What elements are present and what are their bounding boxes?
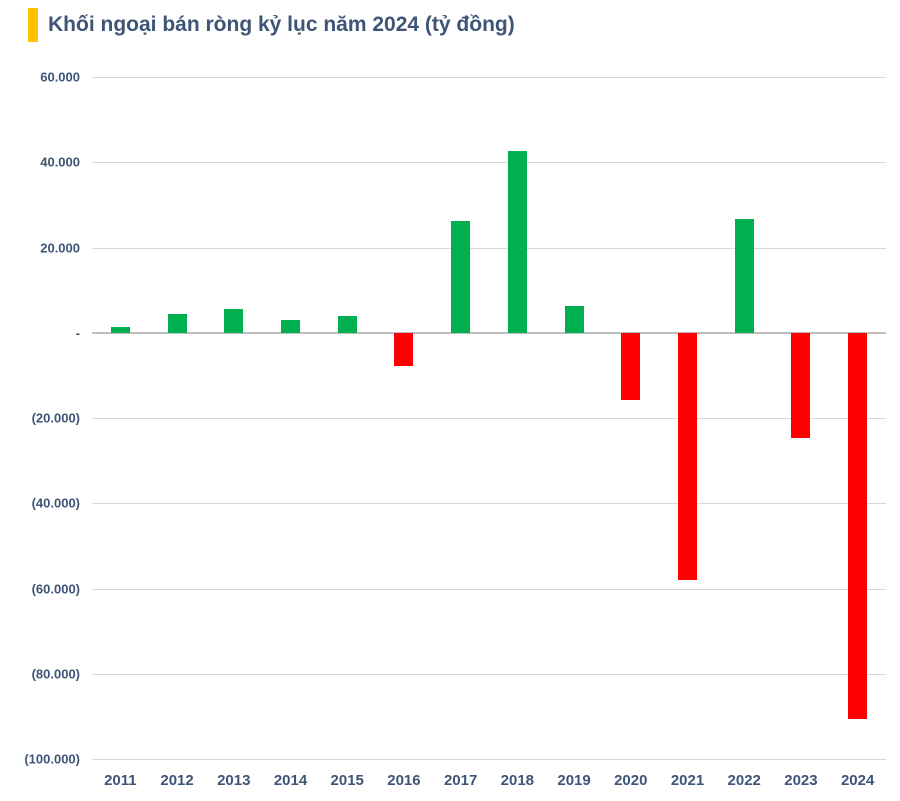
gridline xyxy=(92,673,886,675)
y-axis-tick-label: (40.000) xyxy=(31,495,80,511)
bar-2013 xyxy=(224,309,244,333)
x-axis-tick-label: 2023 xyxy=(784,772,818,789)
y-axis-tick-label: - xyxy=(75,325,80,341)
title-accent-bar xyxy=(28,8,38,42)
y-axis-tick-label: 60.000 xyxy=(40,69,80,85)
bar-2020 xyxy=(621,332,641,400)
bar-2015 xyxy=(337,315,357,333)
x-axis-tick-label: 2016 xyxy=(387,772,421,789)
bar-2018 xyxy=(507,151,527,333)
bar-2017 xyxy=(451,220,471,333)
y-axis-tick-label: 40.000 xyxy=(40,154,80,170)
chart-title: Khối ngoại bán ròng kỷ lục năm 2024 (tỷ … xyxy=(48,13,515,36)
bar-2022 xyxy=(734,218,754,333)
gridline xyxy=(92,162,886,164)
x-axis-tick-label: 2012 xyxy=(160,772,194,789)
y-axis-tick-label: (80.000) xyxy=(31,666,80,682)
gridline xyxy=(92,77,886,78)
gridline xyxy=(92,759,886,760)
y-axis-tick-label: (20.000) xyxy=(31,410,80,426)
gridline xyxy=(92,418,886,419)
bar-2011 xyxy=(110,327,130,333)
bar-2014 xyxy=(281,319,300,333)
x-axis-tick-label: 2021 xyxy=(670,772,705,789)
x-axis-tick-label: 2013 xyxy=(217,772,251,789)
bar-2021 xyxy=(678,332,697,581)
bar-2016 xyxy=(394,332,414,366)
x-axis-tick-label: 2011 xyxy=(104,772,137,789)
y-axis-tick-label: (100.000) xyxy=(24,751,80,767)
bar-2019 xyxy=(564,306,584,333)
bar-2023 xyxy=(791,332,811,439)
y-axis-tick-label: (60.000) xyxy=(31,581,80,596)
x-axis-tick-label: 2015 xyxy=(330,772,364,789)
x-axis-zero-line xyxy=(92,331,886,334)
x-axis-tick-label: 2020 xyxy=(614,772,648,789)
x-axis-tick-label: 2024 xyxy=(840,772,875,789)
x-axis-tick-label: 2018 xyxy=(500,772,535,789)
x-axis-tick-label: 2014 xyxy=(273,772,308,789)
x-axis-tick-label: 2022 xyxy=(727,772,761,789)
gridline xyxy=(92,588,886,590)
x-axis-tick-label: 2017 xyxy=(443,772,478,789)
bar-2012 xyxy=(167,313,187,333)
gridline xyxy=(92,503,886,505)
chart-title-row: Khối ngoại bán ròng kỷ lục năm 2024 (tỷ … xyxy=(28,8,515,42)
y-axis-tick-label: 20.000 xyxy=(40,240,80,255)
bar-2024 xyxy=(848,332,868,719)
x-axis-tick-label: 2019 xyxy=(557,772,591,789)
gridline xyxy=(92,247,886,249)
